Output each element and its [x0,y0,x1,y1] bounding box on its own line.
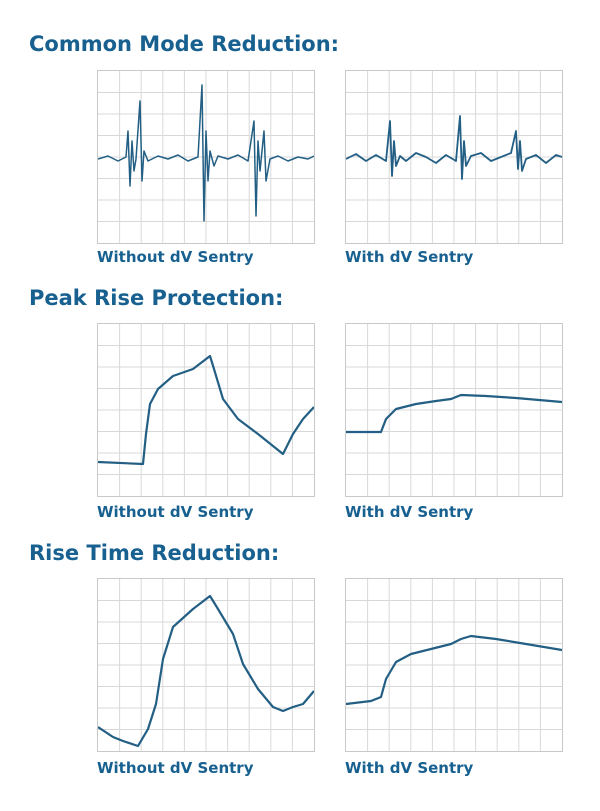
caption: Without dV Sentry [97,503,254,521]
grid [346,324,562,496]
waveform [346,115,562,180]
waveform [346,634,562,706]
scope-panel [345,323,563,497]
scope-panel [97,70,315,244]
caption: With dV Sentry [345,503,474,521]
scope-panel [97,578,315,752]
section-title: Rise Time Reduction: [29,541,280,565]
grid [98,579,314,751]
caption: Without dV Sentry [97,248,254,266]
scope-panel [97,323,315,497]
grid [346,579,562,751]
waveform [98,354,314,466]
section-title: Common Mode Reduction: [29,32,340,56]
waveform [98,84,314,222]
section-title: Peak Rise Protection: [29,286,284,310]
caption: With dV Sentry [345,759,474,777]
caption: With dV Sentry [345,248,474,266]
scope-panel [345,70,563,244]
scope-panel [345,578,563,752]
waveform [98,594,314,748]
caption: Without dV Sentry [97,759,254,777]
waveform [346,393,562,434]
grid [98,324,314,496]
